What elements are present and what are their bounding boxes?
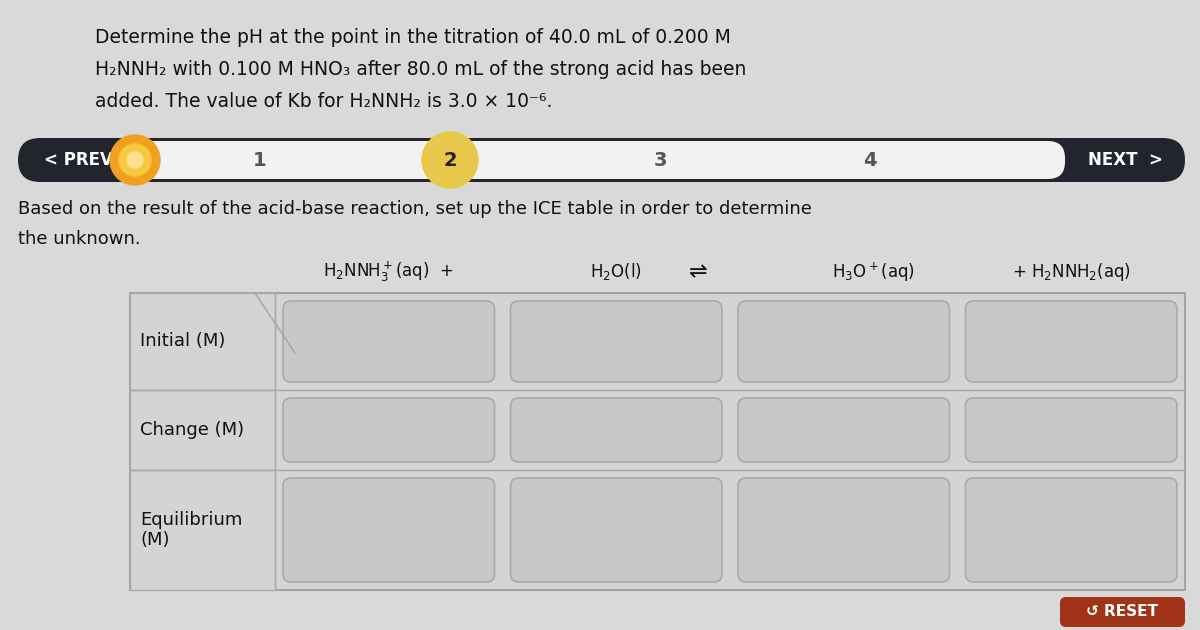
Text: ↺ RESET: ↺ RESET xyxy=(1086,605,1158,619)
FancyBboxPatch shape xyxy=(510,301,722,382)
Circle shape xyxy=(119,144,151,176)
FancyBboxPatch shape xyxy=(966,398,1177,462)
FancyBboxPatch shape xyxy=(130,293,1186,590)
Text: $\rightleftharpoons$: $\rightleftharpoons$ xyxy=(684,262,708,282)
FancyBboxPatch shape xyxy=(966,301,1177,382)
FancyBboxPatch shape xyxy=(283,398,494,462)
FancyBboxPatch shape xyxy=(283,301,494,382)
Text: 2: 2 xyxy=(443,151,457,169)
FancyBboxPatch shape xyxy=(18,138,1186,182)
Text: 1: 1 xyxy=(253,151,266,169)
FancyBboxPatch shape xyxy=(510,478,722,582)
Text: Change (M): Change (M) xyxy=(140,421,244,439)
Text: + H$_2$NNH$_2$(aq): + H$_2$NNH$_2$(aq) xyxy=(1012,261,1130,283)
Text: 3: 3 xyxy=(653,151,667,169)
FancyBboxPatch shape xyxy=(130,293,275,390)
Circle shape xyxy=(110,135,160,185)
Text: H$_2$NNH$_3^+$(aq)  +: H$_2$NNH$_3^+$(aq) + xyxy=(324,260,454,284)
Text: < PREV: < PREV xyxy=(43,151,113,169)
Text: Based on the result of the acid-base reaction, set up the ICE table in order to : Based on the result of the acid-base rea… xyxy=(18,200,812,218)
FancyBboxPatch shape xyxy=(510,398,722,462)
FancyBboxPatch shape xyxy=(966,478,1177,582)
FancyBboxPatch shape xyxy=(738,301,949,382)
Text: the unknown.: the unknown. xyxy=(18,230,140,248)
Circle shape xyxy=(127,152,143,168)
Text: NEXT  >: NEXT > xyxy=(1087,151,1163,169)
Text: Initial (M): Initial (M) xyxy=(140,333,226,350)
Text: Equilibrium
(M): Equilibrium (M) xyxy=(140,510,242,549)
Text: added. The value of Kb for H₂NNH₂ is 3.0 × 10⁻⁶.: added. The value of Kb for H₂NNH₂ is 3.0… xyxy=(95,92,552,111)
Text: H₂NNH₂ with 0.100 M HNO₃ after 80.0 mL of the strong acid has been: H₂NNH₂ with 0.100 M HNO₃ after 80.0 mL o… xyxy=(95,60,746,79)
Text: H$_2$O(l): H$_2$O(l) xyxy=(590,261,642,282)
Text: 4: 4 xyxy=(863,151,877,169)
FancyBboxPatch shape xyxy=(136,141,1066,179)
FancyBboxPatch shape xyxy=(130,390,275,470)
FancyBboxPatch shape xyxy=(738,398,949,462)
FancyBboxPatch shape xyxy=(130,470,275,590)
FancyBboxPatch shape xyxy=(1060,597,1186,627)
FancyBboxPatch shape xyxy=(283,478,494,582)
FancyBboxPatch shape xyxy=(738,478,949,582)
Circle shape xyxy=(422,132,478,188)
Text: H$_3$O$^+$(aq): H$_3$O$^+$(aq) xyxy=(833,260,916,284)
Text: Determine the pH at the point in the titration of 40.0 mL of 0.200 M: Determine the pH at the point in the tit… xyxy=(95,28,731,47)
